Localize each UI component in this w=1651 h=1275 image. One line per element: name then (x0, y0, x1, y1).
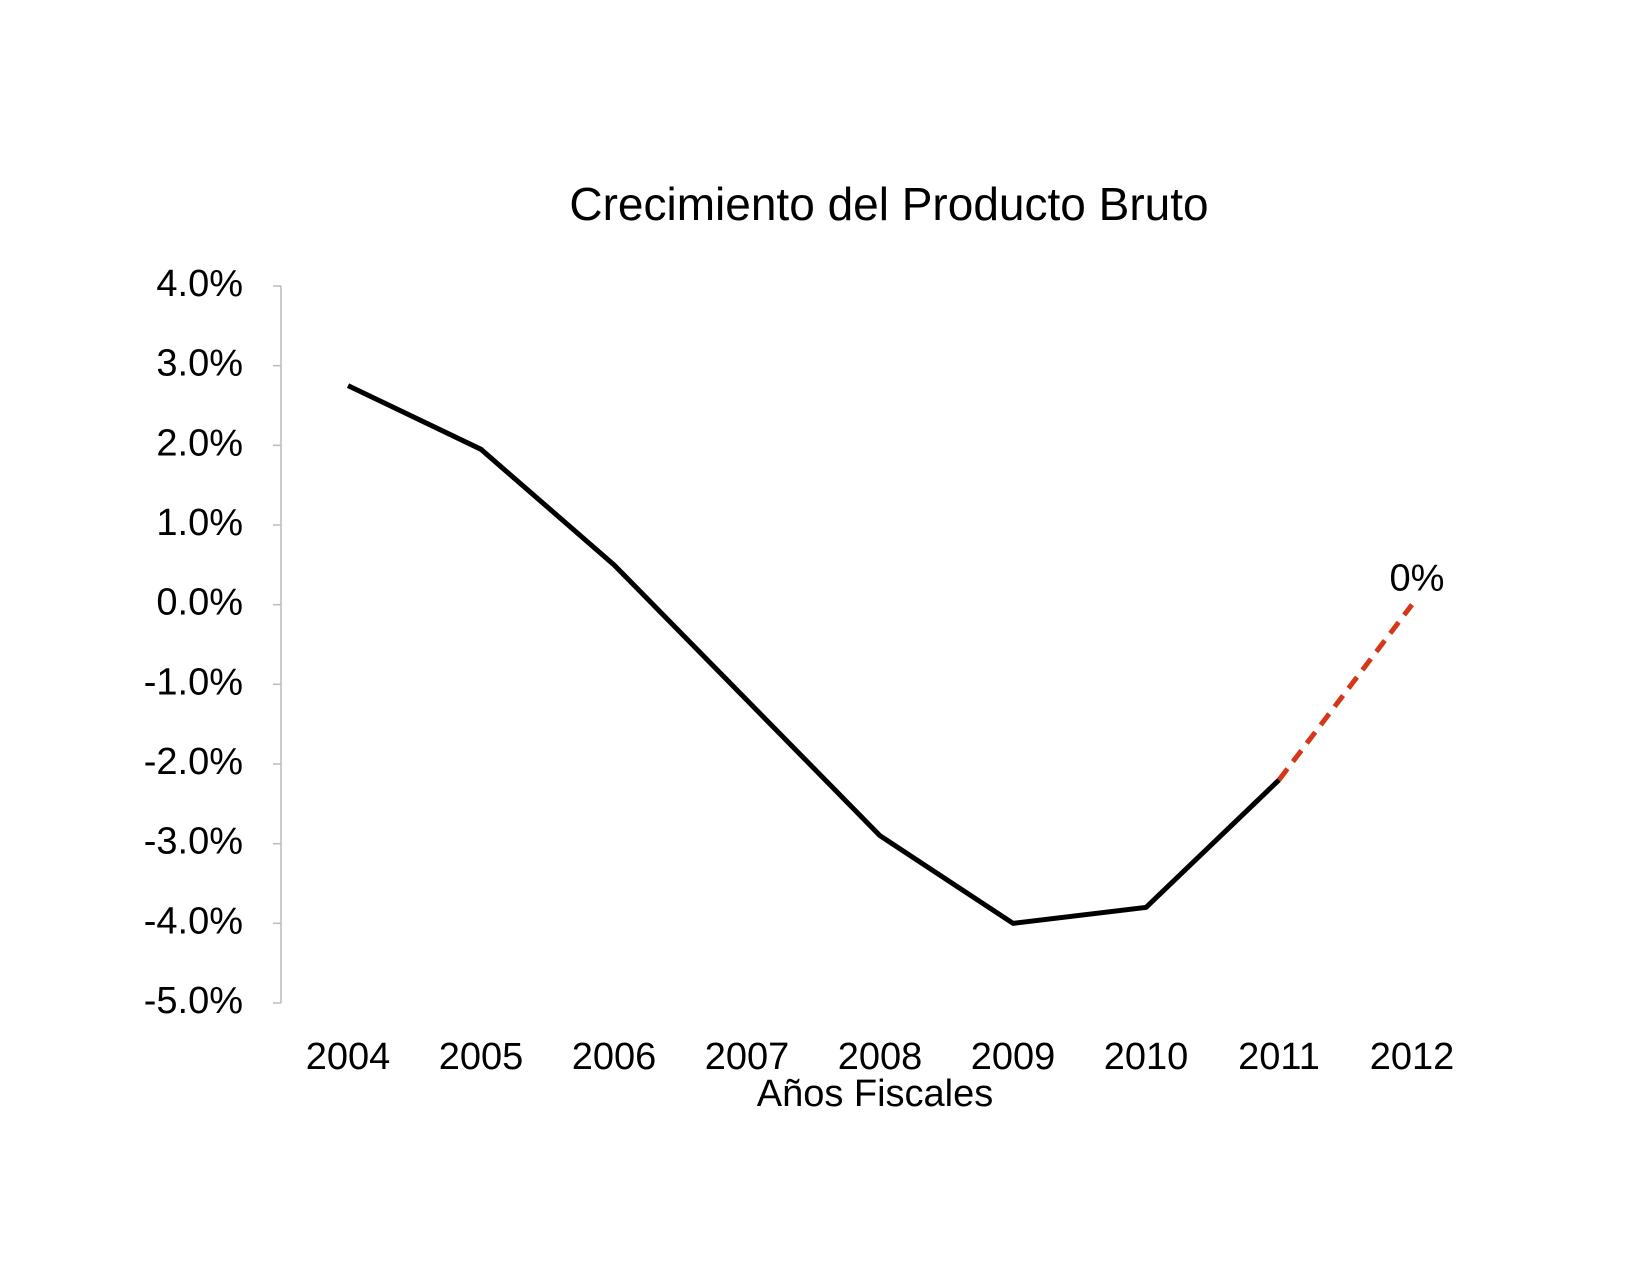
y-tick-label: 2.0% (156, 422, 243, 464)
x-tick-label: 2007 (705, 1036, 790, 1078)
data-label: 0% (1390, 558, 1445, 600)
x-tick-label: 2011 (1238, 1036, 1320, 1078)
x-tick-label: 2012 (1370, 1036, 1455, 1078)
y-tick-label: -3.0% (144, 821, 243, 863)
y-tick-label: -2.0% (144, 741, 243, 783)
x-tick-label: 2010 (1104, 1036, 1189, 1078)
series-line (1277, 603, 1414, 782)
x-tick-label: 2006 (572, 1036, 657, 1078)
y-tick-label: 0.0% (156, 582, 243, 624)
x-tick-label: 2005 (439, 1036, 524, 1078)
y-tick-label: -1.0% (144, 661, 243, 703)
y-tick-label: -4.0% (144, 900, 243, 942)
x-tick-label: 2004 (306, 1036, 391, 1078)
x-tick-label: 2008 (838, 1036, 923, 1078)
chart-title: Crecimiento del Producto Bruto (569, 178, 1208, 230)
y-tick-label: 3.0% (156, 343, 243, 385)
series-line (346, 383, 1281, 926)
x-tick-label: 2009 (971, 1036, 1056, 1078)
y-tick-label: -5.0% (144, 980, 243, 1022)
x-axis-title: Años Fiscales (757, 1073, 994, 1115)
y-tick-label: 4.0% (156, 263, 243, 305)
y-tick-label: 1.0% (156, 502, 243, 544)
